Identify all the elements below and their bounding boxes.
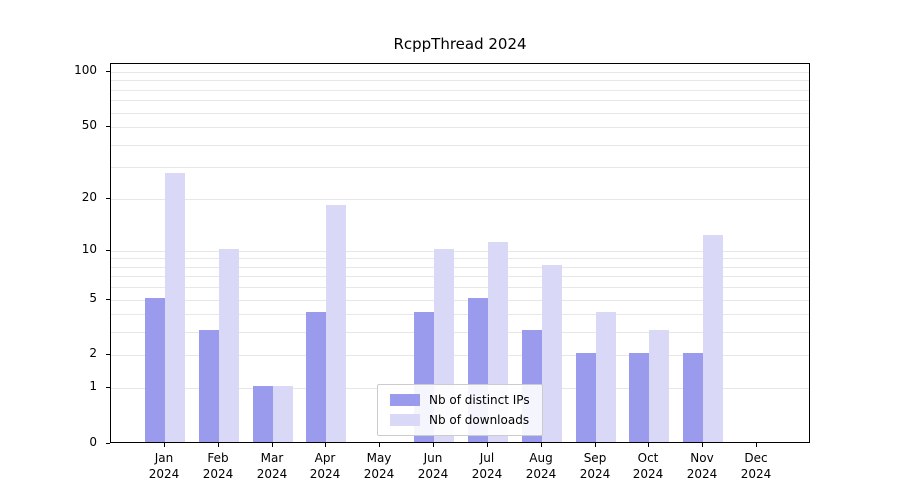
x-axis-tick-label-apr: Apr 2024 — [309, 451, 341, 481]
legend-label-downloads: Nb of downloads — [429, 413, 530, 427]
x-axis-tick-mark — [272, 443, 273, 447]
x-axis-tick-label-aug: Aug 2024 — [525, 451, 557, 481]
x-axis-tick-label-jun: Jun 2024 — [417, 451, 449, 481]
y-axis-tick-label: 10 — [81, 242, 97, 256]
y-axis-tick-label: 100 — [74, 63, 97, 77]
gridline — [111, 251, 809, 252]
bar-downloads-mar — [273, 386, 293, 442]
gridline — [111, 80, 809, 81]
plot-area: Nb of distinct IPs Nb of downloads — [110, 63, 810, 443]
gridline — [111, 72, 809, 73]
y-axis-tick-label: 50 — [81, 118, 97, 132]
legend-item-distinct-ips: Nb of distinct IPs — [390, 393, 530, 407]
legend-label-distinct-ips: Nb of distinct IPs — [429, 393, 530, 407]
bar-distinct-ips-feb — [199, 330, 219, 442]
gridline — [111, 300, 809, 301]
y-axis-tick-mark — [106, 126, 110, 127]
x-axis-tick-mark — [218, 443, 219, 447]
legend-swatch-downloads — [390, 414, 420, 426]
x-axis-tick-label-dec: Dec 2024 — [740, 451, 772, 481]
legend: Nb of distinct IPs Nb of downloads — [377, 384, 543, 436]
gridline — [111, 90, 809, 91]
bar-distinct-ips-jan — [145, 298, 165, 442]
x-axis-tick-mark — [756, 443, 757, 447]
x-axis-tick-label-nov: Nov 2024 — [686, 451, 718, 481]
x-axis-tick-label-may: May 2024 — [363, 451, 395, 481]
y-axis-tick-mark — [106, 198, 110, 199]
bar-distinct-ips-apr — [306, 312, 326, 442]
y-axis-tick-mark — [106, 354, 110, 355]
gridline — [111, 287, 809, 288]
legend-item-downloads: Nb of downloads — [390, 413, 530, 427]
x-axis-tick-mark — [541, 443, 542, 447]
y-axis-tick-label: 5 — [89, 291, 97, 305]
bar-distinct-ips-sep — [576, 353, 596, 442]
x-axis-tick-label-feb: Feb 2024 — [202, 451, 234, 481]
bar-downloads-aug — [542, 265, 562, 442]
x-axis-tick-mark — [379, 443, 380, 447]
bar-downloads-nov — [703, 235, 723, 442]
bar-distinct-ips-nov — [683, 353, 703, 442]
x-axis-tick-mark — [164, 443, 165, 447]
x-axis-tick-label-mar: Mar 2024 — [256, 451, 288, 481]
gridline — [111, 113, 809, 114]
y-axis-tick-mark — [106, 299, 110, 300]
x-axis-tick-mark — [702, 443, 703, 447]
gridline — [111, 267, 809, 268]
gridline — [111, 355, 809, 356]
chart-title: RcppThread 2024 — [393, 35, 527, 53]
gridline — [111, 258, 809, 259]
bar-downloads-sep — [596, 312, 616, 442]
x-axis-tick-mark — [325, 443, 326, 447]
y-axis-tick-mark — [106, 443, 110, 444]
x-axis-tick-mark — [487, 443, 488, 447]
x-axis-tick-mark — [595, 443, 596, 447]
y-axis-tick-label: 2 — [89, 346, 97, 360]
gridline — [111, 127, 809, 128]
y-axis-tick-mark — [106, 250, 110, 251]
bar-distinct-ips-mar — [253, 386, 273, 442]
gridline — [111, 314, 809, 315]
y-axis-tick-mark — [106, 387, 110, 388]
x-axis-tick-label-sep: Sep 2024 — [579, 451, 611, 481]
gridline — [111, 167, 809, 168]
gridline — [111, 199, 809, 200]
x-axis-tick-label-jan: Jan 2024 — [148, 451, 180, 481]
bar-downloads-feb — [219, 249, 239, 442]
gridline — [111, 332, 809, 333]
y-axis-tick-label: 20 — [81, 190, 97, 204]
y-axis-tick-label: 1 — [89, 379, 97, 393]
x-axis-tick-mark — [648, 443, 649, 447]
bar-downloads-oct — [649, 330, 669, 442]
bar-downloads-apr — [326, 205, 346, 442]
bar-distinct-ips-oct — [629, 353, 649, 442]
y-axis-tick-label: 0 — [89, 435, 97, 449]
x-axis-tick-label-jul: Jul 2024 — [471, 451, 503, 481]
gridline — [111, 100, 809, 101]
gridline — [111, 145, 809, 146]
gridline — [111, 276, 809, 277]
y-axis-tick-mark — [106, 71, 110, 72]
x-axis-tick-mark — [433, 443, 434, 447]
bar-downloads-jan — [165, 173, 185, 442]
x-axis-tick-label-oct: Oct 2024 — [632, 451, 664, 481]
legend-swatch-distinct-ips — [390, 394, 420, 406]
